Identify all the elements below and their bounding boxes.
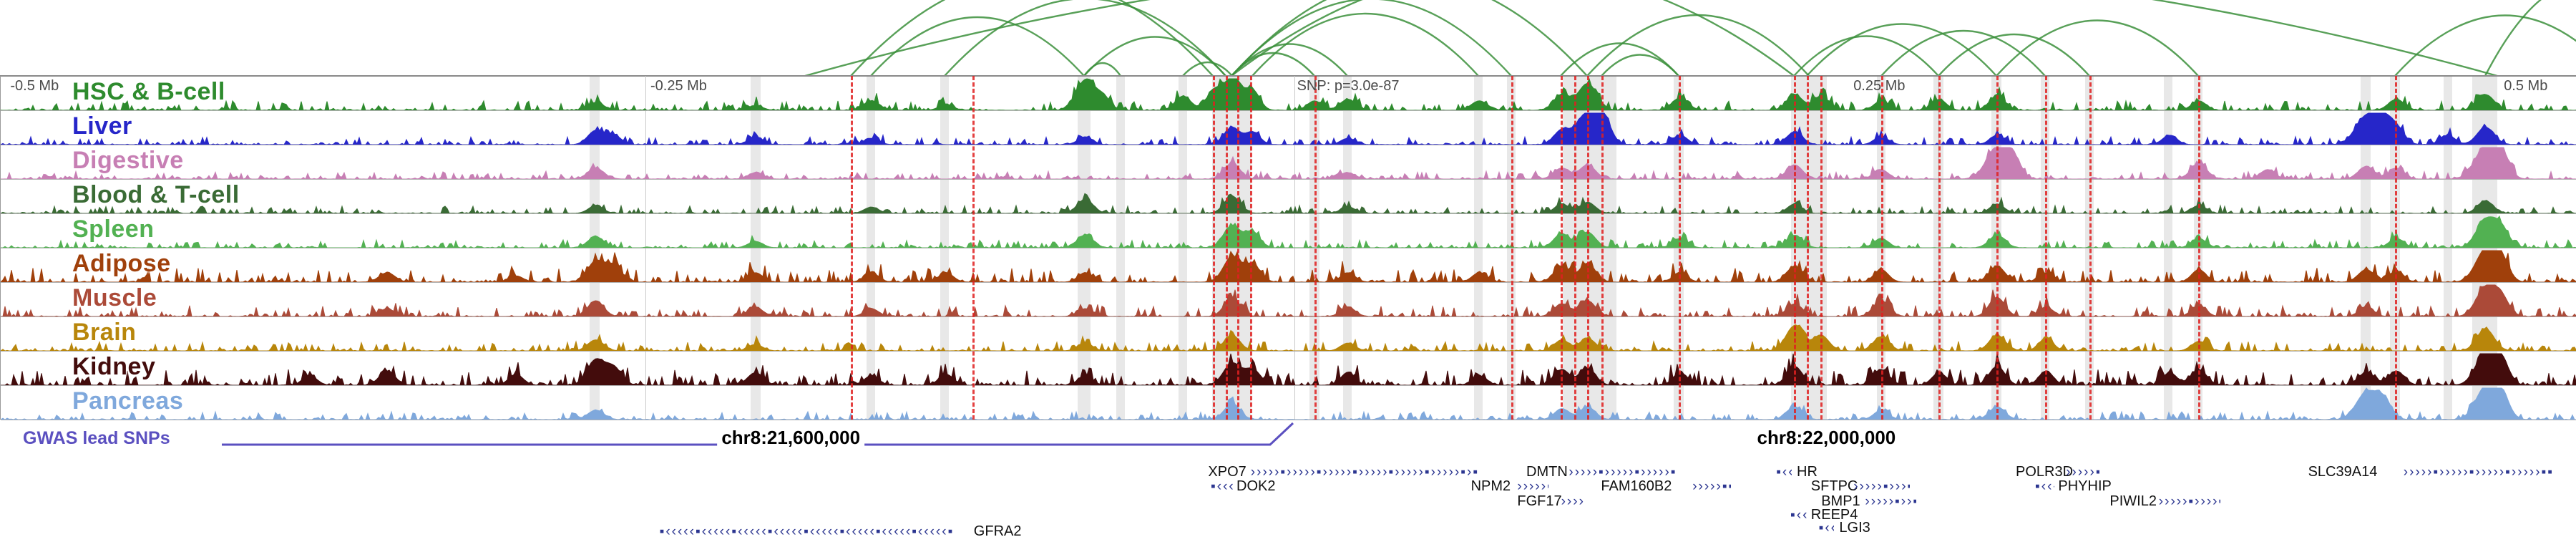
signal-plot	[1, 147, 2576, 179]
interaction-arc	[1231, 0, 1512, 76]
track-row-pancreas[interactable]: Pancreas	[1, 385, 2576, 420]
gene-fgf17[interactable]: FGF17	[1517, 493, 1562, 509]
signal-plot	[1, 387, 2576, 420]
interaction-arc	[1806, 23, 1997, 76]
gene-body-npm2[interactable]: ›››››▪	[1517, 479, 1548, 494]
interaction-arc	[1231, 0, 1588, 76]
interaction-arcs-layer	[804, 0, 2576, 76]
gene-polr3d[interactable]: POLR3D	[2016, 464, 2074, 480]
gene-dok2[interactable]: DOK2	[1236, 478, 1276, 494]
coordinate-label: chr8:21,600,000	[717, 427, 865, 449]
track-row-liver[interactable]: Liver	[1, 110, 2576, 145]
gwas-track-label: GWAS lead SNPs	[23, 428, 170, 448]
interaction-arc	[2484, 0, 2542, 76]
signal-plot	[1, 112, 2576, 145]
gene-slc39a14[interactable]: SLC39A14	[2308, 464, 2378, 480]
interaction-arc	[1880, 29, 2046, 76]
interaction-arc	[1793, 35, 1939, 76]
ruler-label-0-5-mb: -0.5 Mb	[10, 78, 59, 94]
interaction-arc	[1252, 12, 1479, 76]
track-label: Digestive	[72, 147, 184, 174]
track-label: Adipose	[72, 250, 171, 277]
interaction-arc	[1586, 14, 1810, 76]
signal-plot	[1, 77, 2576, 110]
gene-fam160b2[interactable]: FAM160B2	[1601, 478, 1672, 494]
signal-plot	[1, 324, 2576, 351]
ruler-label-0-25-mb: -0.25 Mb	[650, 78, 707, 94]
gene-body-slc39a14[interactable]: ›››››▪›››››▪›››››▪›››››▪▪	[2403, 465, 2555, 480]
track-row-blood-t-cell[interactable]: Blood & T-cell	[1, 179, 2576, 214]
signal-tracks: HSC & B-cell Liver Digestive Blood & T-cell…	[0, 76, 2576, 420]
track-label: Blood & T-cell	[72, 181, 240, 208]
gene-body-dmtn[interactable]: ›››››▪›››››▪›››››▪	[1568, 465, 1677, 480]
gene-body-bmp1[interactable]: ›››››▪››▪	[1865, 494, 1917, 509]
gene-xpo7[interactable]: XPO7	[1208, 464, 1246, 480]
ruler-label-0-25-mb: 0.25 Mb	[1853, 78, 1906, 94]
gene-lgi3[interactable]: LGI3	[1839, 520, 1870, 536]
interaction-arc	[1996, 19, 2199, 76]
signal-plot	[1, 193, 2576, 213]
interaction-arc	[1083, 36, 1226, 76]
track-label: Liver	[72, 112, 132, 140]
interaction-arc	[850, 0, 1214, 76]
coordinate-label: chr8:22,000,000	[1752, 427, 1901, 449]
gene-body-polr3d[interactable]: ›››››▪	[2066, 465, 2099, 480]
track-row-muscle[interactable]: Muscle	[1, 282, 2576, 317]
ruler-label-0-5-mb: 0.5 Mb	[2504, 78, 2548, 94]
gene-npm2[interactable]: NPM2	[1470, 478, 1511, 494]
signal-plot	[1, 284, 2576, 316]
gene-gfra2[interactable]: GFRA2	[973, 523, 1022, 537]
interaction-arc	[1182, 61, 1233, 76]
interaction-arc	[1231, 0, 1795, 76]
track-row-spleen[interactable]: Spleen	[1, 213, 2576, 248]
interaction-arc	[2394, 14, 2576, 76]
track-row-adipose[interactable]: Adipose	[1, 248, 2576, 283]
interaction-arc	[1938, 34, 2090, 76]
signal-plot	[1, 353, 2576, 385]
track-label: HSC & B-cell	[72, 78, 225, 105]
track-area-top-border	[0, 75, 2576, 77]
track-row-brain[interactable]: Brain	[1, 316, 2576, 352]
signal-plot	[1, 215, 2576, 248]
track-row-digestive[interactable]: Digestive	[1, 145, 2576, 180]
track-label: Pancreas	[72, 387, 184, 415]
gene-body-sftpc[interactable]: ›››››▪›››▪	[1853, 479, 1911, 494]
gene-body-xpo7[interactable]: ›››››▪›››››▪›››››▪›››››▪›››››▪›››››▪›▪	[1250, 465, 1480, 480]
track-row-hsc-b-cell[interactable]: HSC & B-cell	[1, 76, 2576, 111]
gene-body-lgi3[interactable]: ▪‹‹	[1818, 521, 1835, 536]
track-label: Kidney	[72, 353, 156, 380]
gene-hr[interactable]: HR	[1797, 464, 1818, 480]
interaction-arc	[1560, 42, 1679, 76]
gene-piwil2[interactable]: PIWIL2	[2109, 493, 2157, 509]
gene-body-hr[interactable]: ▪‹‹	[1776, 465, 1792, 480]
gene-bmp1[interactable]: BMP1	[1821, 493, 1860, 509]
gene-body-fam160b2[interactable]: ›››››▪▪	[1692, 479, 1732, 494]
interaction-arc	[944, 0, 1226, 76]
gene-dmtn[interactable]: DMTN	[1526, 464, 1568, 480]
gene-body-reep4[interactable]: ▪‹‹‹	[1790, 508, 1807, 523]
gene-body-gfra2[interactable]: ▪‹‹‹‹‹▪‹‹‹‹‹▪‹‹‹‹‹▪‹‹‹‹‹▪‹‹‹‹‹▪‹‹‹‹‹▪‹‹‹…	[659, 524, 955, 537]
ruler-label-snp-p-3-0e-87: SNP: p=3.0e-87	[1297, 78, 1400, 94]
track-label: Muscle	[72, 284, 157, 311]
interaction-arc	[1601, 54, 1679, 76]
track-label: Spleen	[72, 216, 155, 243]
interaction-arc	[1231, 43, 1348, 76]
gene-body-phyhip[interactable]: ▪‹‹‹	[2035, 479, 2054, 494]
interaction-arc	[804, 0, 2498, 76]
track-label: Brain	[72, 319, 137, 346]
gene-body-piwil2[interactable]: ›››››▪››››▪	[2158, 494, 2221, 509]
gene-body-dok2[interactable]: ▪‹‹‹	[1211, 479, 1233, 494]
gene-body-fgf17[interactable]: ››››▪	[1561, 494, 1584, 509]
gene-phyhip[interactable]: PHYHIP	[2058, 478, 2112, 494]
interaction-arc	[870, 16, 1085, 76]
signal-plot	[1, 250, 2576, 282]
gene-reep4[interactable]: REEP4	[1810, 507, 1858, 523]
gene-sftpc[interactable]: SFTPC	[1810, 478, 1858, 494]
track-row-kidney[interactable]: Kidney	[1, 351, 2576, 386]
